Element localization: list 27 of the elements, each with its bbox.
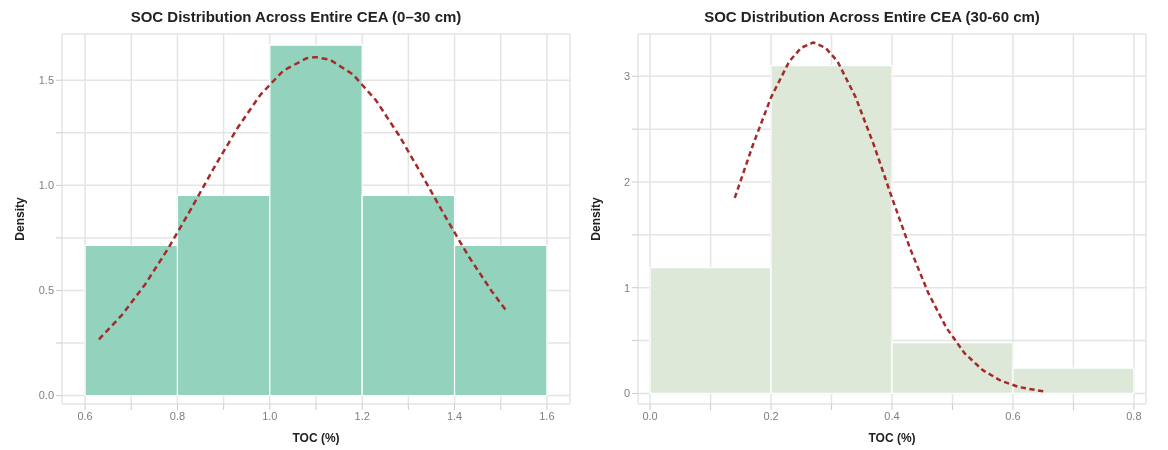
chart-title: SOC Distribution Across Entire CEA (30-60 cm) bbox=[703, 8, 1041, 27]
y-tick-label: 2 bbox=[623, 175, 630, 188]
y-tick-label: 1 bbox=[623, 281, 630, 294]
x-tick-label: 0.4 bbox=[884, 409, 900, 422]
x-tick-label: 0.6 bbox=[77, 409, 93, 422]
y-tick-label: 0 bbox=[623, 387, 630, 400]
x-tick-label: 1.6 bbox=[539, 409, 555, 422]
x-tick-label: 1.4 bbox=[446, 409, 463, 422]
y-axis-title: Density bbox=[589, 197, 604, 241]
line-series bbox=[97, 55, 507, 341]
line-series bbox=[733, 41, 1045, 393]
x-tick-label: 0.8 bbox=[169, 409, 186, 422]
y-tick-label: 1.5 bbox=[38, 74, 54, 87]
y-tick-label: 1.0 bbox=[38, 179, 54, 192]
y-axis-title: Density bbox=[13, 197, 28, 241]
x-tick-label: 0.6 bbox=[1005, 409, 1021, 422]
chart-title: SOC Distribution Across Entire CEA (0–30 cm) bbox=[129, 8, 463, 27]
x-axis-title: TOC (%) bbox=[292, 431, 340, 445]
y-tick-label: 0.5 bbox=[38, 284, 54, 297]
x-axis-title: TOC (%) bbox=[868, 431, 916, 445]
x-tick-label: 0.2 bbox=[763, 409, 779, 422]
x-tick-label: 0.8 bbox=[1126, 409, 1142, 422]
x-tick-label: 0.0 bbox=[642, 409, 658, 422]
y-tick-label: 3 bbox=[623, 70, 630, 83]
x-tick-label: 1.2 bbox=[354, 409, 370, 422]
x-tick-label: 1.0 bbox=[262, 409, 278, 422]
y-tick-label: 0.0 bbox=[38, 389, 54, 402]
